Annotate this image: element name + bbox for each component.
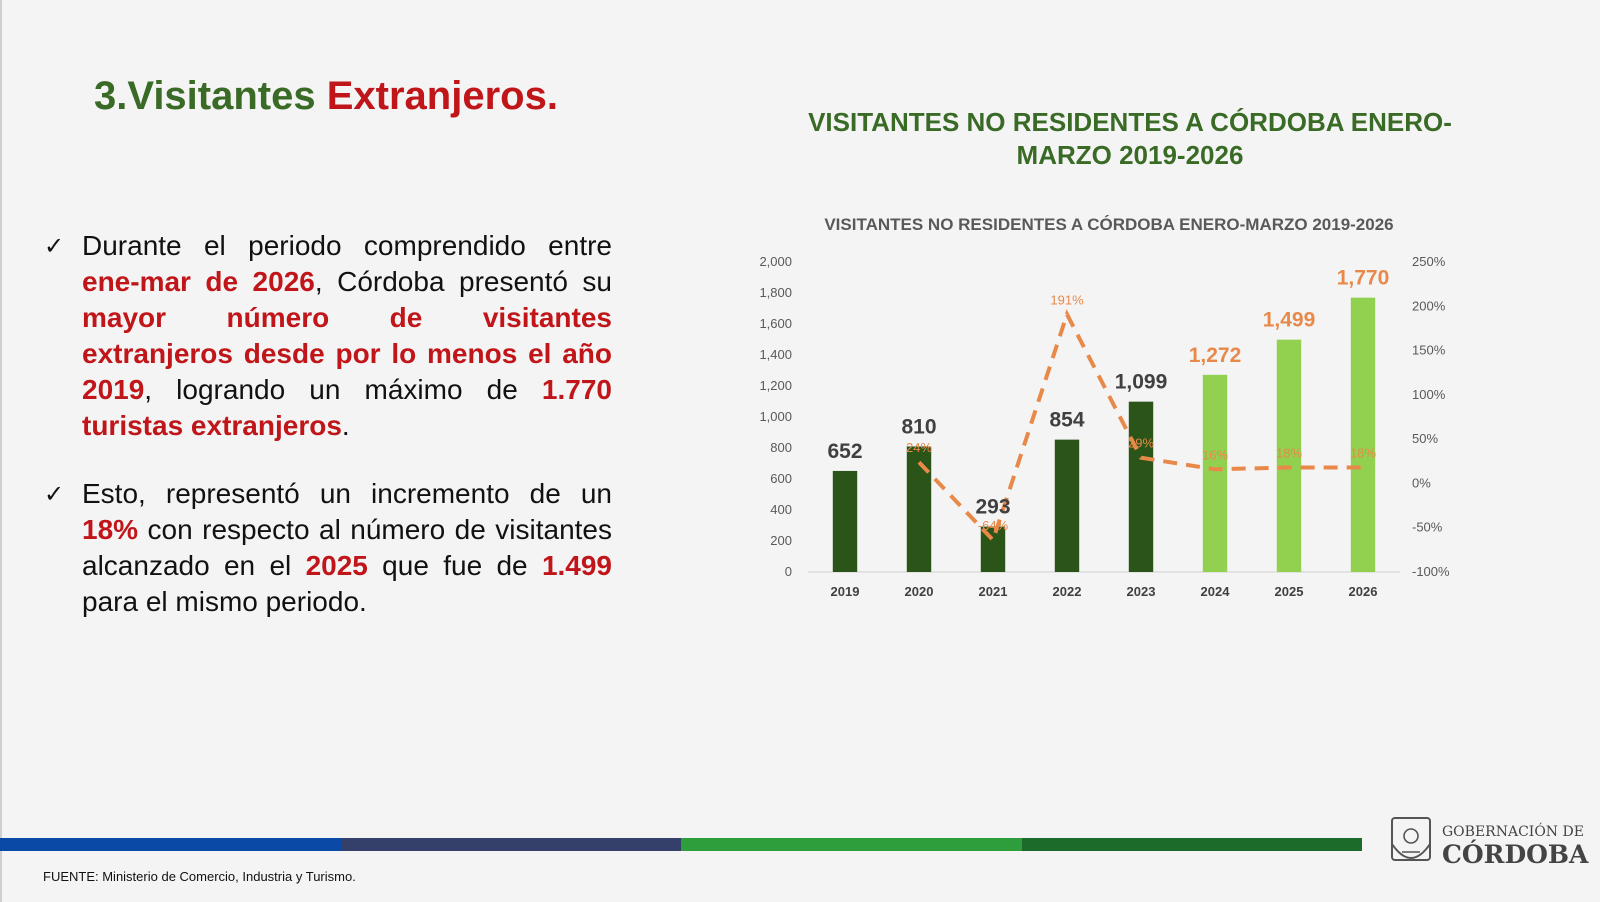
growth-line: [917, 309, 1363, 544]
x-tick-label: 2020: [905, 584, 934, 599]
y-tick-label: 2,000: [759, 254, 792, 269]
bar-value-label: 293: [975, 496, 1010, 519]
growth-label: 191%: [1050, 292, 1084, 307]
slide-title-part1: 3.Visitantes: [94, 74, 327, 118]
x-tick-label: 2019: [831, 584, 860, 599]
bullet-list: ✓ Durante el periodo comprendido entre e…: [44, 228, 612, 652]
highlight-text: 2025: [305, 550, 368, 581]
body-text: que fue de: [367, 550, 542, 581]
bullet-1-text: Durante el periodo comprendido entre ene…: [82, 230, 612, 441]
color-stripe: [0, 838, 1362, 851]
stripe-segment-dark-green: [1021, 838, 1362, 851]
highlight-text: 1.770 turistas extranjeros: [82, 374, 612, 441]
body-text: , logrando un máximo de: [144, 374, 542, 405]
chart-heading: VISITANTES NO RESIDENTES A CÓRDOBA ENERO…: [808, 107, 1452, 170]
y-tick-label: 800: [770, 440, 792, 455]
stripe-segment-green: [681, 838, 1022, 851]
logo-line-1: GOBERNACIÓN DE: [1442, 824, 1584, 840]
visitors-chart: VISITANTES NO RESIDENTES A CÓRDOBA ENERO…: [759, 215, 1450, 599]
growth-label: 16%: [1202, 447, 1228, 462]
chart-title: VISITANTES NO RESIDENTES A CÓRDOBA ENERO…: [824, 215, 1393, 234]
stripe-segment-blue: [0, 838, 341, 851]
checkmark-icon: ✓: [44, 480, 65, 508]
slide-left-edge: [0, 0, 2, 902]
growth-label: 24%: [906, 440, 932, 455]
highlight-text: ene-mar de 2026: [82, 266, 315, 297]
highlight-text: mayor número de visitantes extranjeros d…: [82, 302, 612, 405]
body-text: .: [341, 410, 350, 441]
body-text: Durante el periodo comprendido entre: [82, 230, 612, 261]
body-text: con respecto al número de visitantes alc…: [82, 514, 612, 581]
body-text: , Córdoba presentó su: [314, 266, 613, 297]
bar-value-label: 1,272: [1189, 344, 1242, 367]
bar-value-label: 1,770: [1337, 267, 1390, 290]
y2-tick-label: 50%: [1412, 431, 1438, 446]
y2-tick-label: -100%: [1412, 564, 1450, 579]
bar: [832, 470, 858, 572]
y-tick-label: 400: [770, 502, 792, 517]
highlight-text: 18%: [82, 514, 139, 545]
y2-tick-label: 250%: [1412, 254, 1446, 269]
bar: [1128, 401, 1154, 572]
slide-title: 3.Visitantes Extranjeros.: [94, 74, 558, 119]
y-tick-label: 200: [770, 533, 792, 548]
y-tick-label: 1,000: [759, 409, 792, 424]
x-tick-label: 2025: [1275, 584, 1304, 599]
y-tick-label: 1,800: [759, 285, 792, 300]
x-tick-label: 2026: [1349, 584, 1378, 599]
bar-value-label: 652: [827, 440, 862, 463]
bullet-2-text: Esto, representó un incremento de un 18%…: [82, 478, 612, 617]
coat-of-arms-icon: [1391, 817, 1431, 861]
y2-tick-label: 0%: [1412, 475, 1431, 490]
bar-value-label: 1,099: [1115, 371, 1168, 394]
bar-value-label: 810: [901, 415, 936, 438]
y-tick-label: 1,600: [759, 316, 792, 331]
checkmark-icon: ✓: [44, 232, 65, 260]
growth-label: 18%: [1350, 445, 1376, 460]
growth-label: 18%: [1276, 445, 1302, 460]
body-text: para el mismo periodo.: [82, 586, 367, 617]
y2-tick-label: -50%: [1412, 520, 1443, 535]
logo-line-2: CÓRDOBA: [1442, 840, 1589, 869]
bar: [1276, 339, 1302, 572]
bar-value-label: 854: [1049, 409, 1084, 432]
y-tick-label: 1,400: [759, 347, 792, 362]
gobernacion-logo: GOBERNACIÓN DE CÓRDOBA: [1388, 812, 1588, 876]
bar-value-label: 1,499: [1263, 309, 1316, 332]
bar: [906, 446, 932, 572]
y2-tick-label: 150%: [1412, 343, 1446, 358]
y-tick-label: 600: [770, 471, 792, 486]
slide-title-part2: Extranjeros.: [326, 74, 558, 118]
x-tick-label: 2021: [979, 584, 1008, 599]
growth-label: -64%: [978, 518, 1009, 533]
y2-tick-label: 100%: [1412, 387, 1446, 402]
highlight-text: 1.499: [541, 550, 613, 581]
growth-label: 29%: [1128, 436, 1154, 451]
source-note: FUENTE: Ministerio de Comercio, Industri…: [43, 869, 356, 884]
x-tick-label: 2024: [1201, 584, 1231, 599]
bullet-1: ✓ Durante el periodo comprendido entre e…: [44, 228, 612, 444]
bar: [1350, 297, 1376, 572]
body-text: Esto, representó un incremento de un: [82, 478, 612, 509]
x-tick-label: 2022: [1053, 584, 1082, 599]
bar: [1202, 374, 1228, 572]
bullet-2: ✓ Esto, representó un incremento de un 1…: [44, 476, 612, 620]
y-tick-label: 0: [785, 564, 792, 579]
x-tick-label: 2023: [1127, 584, 1156, 599]
y2-tick-label: 200%: [1412, 298, 1446, 313]
bar: [1054, 439, 1080, 572]
stripe-segment-navy: [340, 838, 681, 851]
y-tick-label: 1,200: [759, 378, 792, 393]
